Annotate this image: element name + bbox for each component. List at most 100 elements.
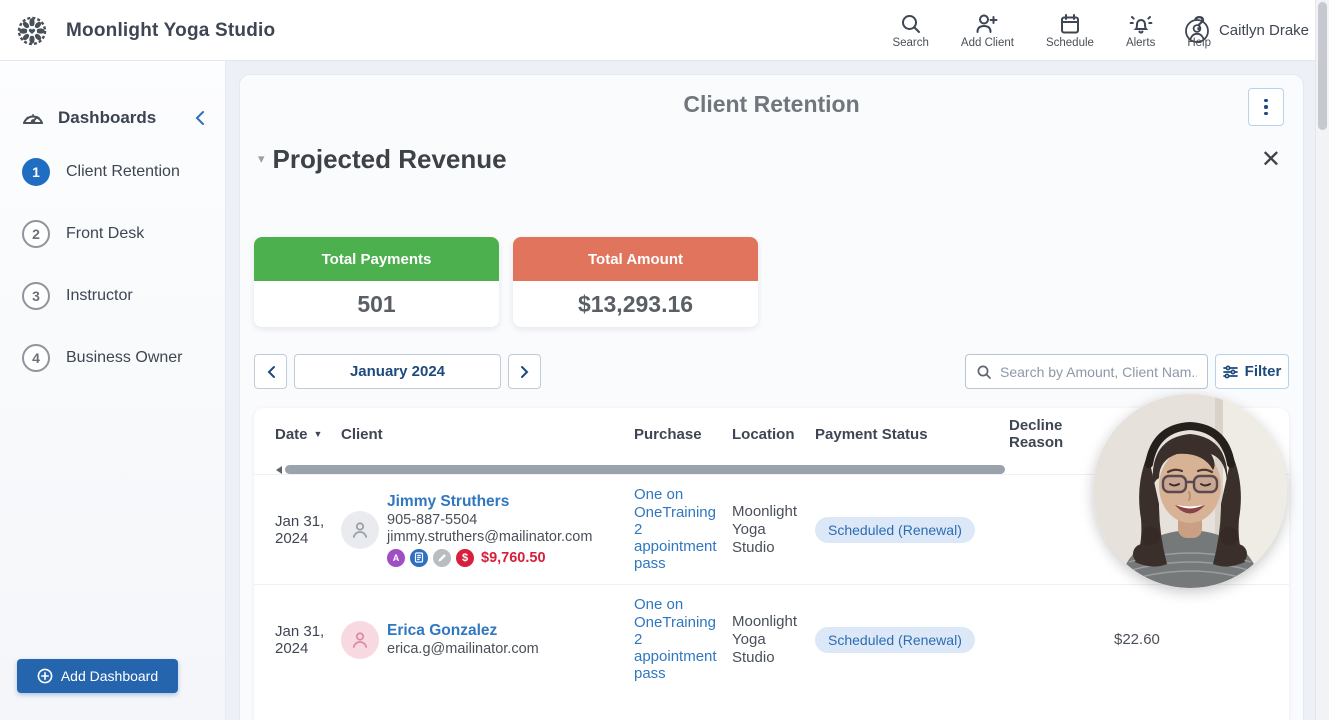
top-nav: Search Add Client Schedule — [892, 0, 1211, 61]
nav-alerts[interactable]: Alerts — [1126, 13, 1155, 49]
search-input[interactable] — [1000, 363, 1197, 380]
vertical-scrollbar-thumb[interactable] — [1318, 2, 1327, 130]
total-payments-card: Total Payments 501 — [254, 237, 499, 327]
widget-options-button[interactable] — [1248, 88, 1284, 126]
nav-add-client-label: Add Client — [960, 36, 1014, 49]
vertical-scrollbar[interactable] — [1315, 0, 1329, 720]
widget-header: ▾ Projected Revenue ✕ — [258, 137, 1285, 181]
filter-button[interactable]: Filter — [1215, 354, 1289, 389]
app-logo-icon — [16, 15, 48, 47]
cell-client: Erica Gonzalez erica.g@mailinator.com — [341, 620, 634, 659]
total-payments-value: 501 — [254, 281, 499, 327]
nav-schedule-label: Schedule — [1045, 36, 1094, 49]
column-payment-status[interactable]: Payment Status — [815, 425, 928, 443]
sidebar-title: Dashboards — [58, 108, 157, 127]
status-badge: Scheduled (Renewal) — [815, 626, 975, 653]
edit-pencil-badge-icon[interactable] — [433, 548, 451, 567]
client-badges: A $ $9,760.50 — [387, 548, 592, 567]
webcam-overlay — [1093, 394, 1287, 588]
filter-sliders-icon — [1222, 364, 1238, 379]
nav-alerts-label: Alerts — [1125, 36, 1156, 49]
client-avatar-icon — [341, 620, 379, 659]
top-header: Moonlight Yoga Studio Search Add Client — [0, 0, 1329, 61]
column-decline-reason[interactable]: Decline Reason — [1009, 417, 1064, 451]
column-location[interactable]: Location — [732, 425, 795, 443]
cell-date: Jan 31, 2024 — [275, 622, 325, 657]
search-icon — [900, 13, 922, 35]
table-row[interactable]: Jan 31, 2024 Jimmy Struthers 905-887-550… — [254, 474, 1289, 584]
user-name: Caitlyn Drake — [1218, 22, 1309, 39]
cell-location: Moonlight Yoga Studio — [732, 502, 798, 556]
initial-badge[interactable]: A — [387, 548, 405, 567]
table-row[interactable]: Jan 31, 2024 Erica Gonzalez erica.g@mail… — [254, 584, 1289, 694]
cell-payment-status: Scheduled (Renewal) — [815, 626, 1009, 653]
client-email: jimmy.struthers@mailinator.com — [387, 528, 593, 545]
horizontal-scrollbar[interactable] — [254, 464, 1289, 476]
sidebar-item-label: Business Owner — [66, 349, 183, 366]
add-client-icon — [975, 13, 999, 35]
search-input-icon — [976, 364, 992, 380]
cell-payment-status: Scheduled (Renewal) — [815, 516, 1009, 543]
invoice-badge-icon[interactable] — [410, 548, 428, 567]
sidebar-item-client-retention[interactable]: 1 Client Retention — [22, 157, 212, 187]
user-menu[interactable]: Caitlyn Drake — [1184, 0, 1309, 61]
sidebar-header: Dashboards — [20, 101, 206, 135]
item-number-badge: 4 — [22, 344, 50, 372]
client-avatar-icon — [341, 510, 379, 549]
total-payments-header: Total Payments — [254, 237, 499, 281]
column-date[interactable]: Date ▼ — [275, 425, 323, 443]
cell-client: Jimmy Struthers 905-887-5504 jimmy.strut… — [341, 493, 634, 567]
alerts-bell-icon — [1128, 13, 1154, 35]
dollar-badge[interactable]: $ — [456, 548, 474, 567]
app-title: Moonlight Yoga Studio — [66, 19, 276, 41]
sidebar-item-front-desk[interactable]: 2 Front Desk — [22, 219, 212, 249]
cell-purchase-link[interactable]: One on OneTraining 2 appointment pass — [634, 486, 717, 573]
schedule-icon — [1059, 13, 1081, 35]
collapse-caret-icon[interactable]: ▾ — [258, 151, 265, 166]
kebab-dot — [1264, 111, 1268, 116]
cell-location: Moonlight Yoga Studio — [732, 612, 798, 666]
nav-schedule[interactable]: Schedule — [1046, 13, 1094, 49]
next-month-button[interactable] — [508, 354, 541, 389]
nav-search[interactable]: Search — [892, 13, 929, 49]
client-name-link[interactable]: Erica Gonzalez — [387, 622, 498, 639]
sidebar-item-label: Front Desk — [66, 225, 145, 242]
client-name-link[interactable]: Jimmy Struthers — [387, 492, 510, 510]
item-number-badge: 3 — [22, 282, 50, 310]
column-purchase[interactable]: Purchase — [634, 425, 702, 443]
page-title: Client Retention — [683, 91, 860, 117]
nav-add-client[interactable]: Add Client — [961, 13, 1014, 49]
client-email: erica.g@mailinator.com — [387, 641, 539, 657]
close-widget-icon[interactable]: ✕ — [1260, 145, 1281, 173]
dashboard-panel: Client Retention ▾ Projected Revenue ✕ T… — [240, 75, 1303, 720]
sidebar-item-label: Client Retention — [66, 163, 180, 180]
item-number-badge: 2 — [22, 220, 50, 248]
add-dashboard-button[interactable]: Add Dashboard — [17, 659, 178, 693]
column-client[interactable]: Client — [341, 425, 383, 443]
table-header-row: Date ▼ Client Purchase Location Payment … — [254, 408, 1289, 460]
user-avatar-icon — [1184, 18, 1210, 44]
filter-label: Filter — [1244, 363, 1282, 380]
previous-month-button[interactable] — [254, 354, 287, 389]
kebab-dot — [1264, 98, 1268, 103]
total-amount-header: Total Amount — [513, 237, 758, 281]
nav-help-label: Help — [1187, 36, 1211, 49]
client-phone: 905-887-5504 — [387, 511, 478, 528]
cell-purchase-link[interactable]: One on OneTraining 2 appointment pass — [634, 596, 717, 683]
horizontal-scrollbar-thumb[interactable] — [285, 465, 1005, 474]
help-icon: ? — [1193, 12, 1206, 35]
kebab-dot — [1264, 105, 1268, 109]
sidebar-item-label: Instructor — [66, 287, 133, 304]
outstanding-amount: $9,760.50 — [481, 549, 546, 566]
cell-date: Jan 31, 2024 — [275, 512, 325, 547]
dashboards-gauge-icon — [20, 106, 46, 130]
sidebar-item-instructor[interactable]: 3 Instructor — [22, 281, 212, 311]
nav-help[interactable]: ? Help — [1187, 13, 1211, 49]
status-badge: Scheduled (Renewal) — [815, 516, 975, 543]
scroll-left-arrow-icon — [276, 466, 282, 474]
sidebar-collapse-icon[interactable] — [194, 110, 206, 126]
item-number-badge: 1 — [22, 158, 50, 186]
current-month-button[interactable]: January 2024 — [294, 354, 501, 389]
sidebar-item-business-owner[interactable]: 4 Business Owner — [22, 343, 212, 373]
